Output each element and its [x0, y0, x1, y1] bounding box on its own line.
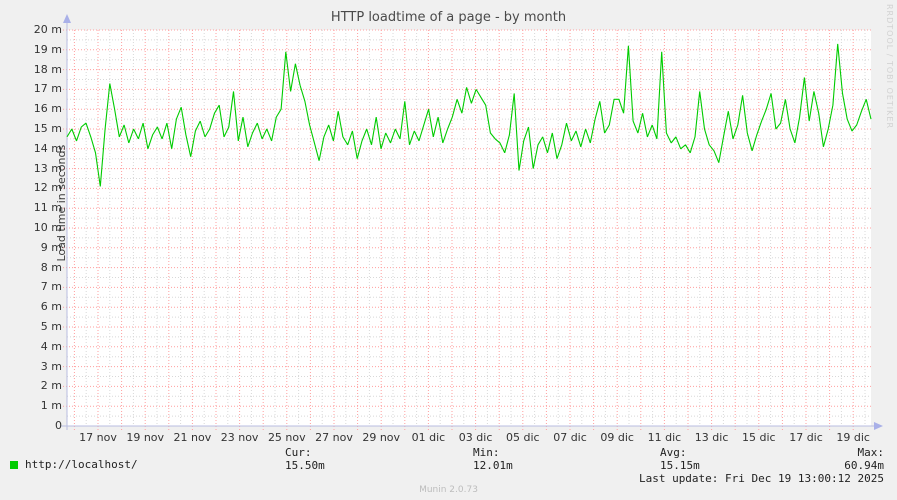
- stat-avg-value: 15.15m: [660, 459, 700, 472]
- x-tick-label: 21 nov: [173, 431, 212, 444]
- y-tick-label: 9 m: [40, 240, 62, 254]
- x-tick-label: 05 dic: [506, 431, 540, 444]
- stat-cur-name: Cur:: [285, 446, 312, 459]
- x-tick-label: 13 dic: [694, 431, 729, 444]
- y-tick-label: 19 m: [33, 42, 62, 56]
- x-tick-label: 01 dic: [411, 431, 446, 444]
- graph-title: HTTP loadtime of a page - by month: [330, 10, 567, 25]
- y-tick-label: 12 m: [33, 181, 62, 195]
- stat-min-name: Min:: [473, 446, 500, 459]
- x-tick-label: 07 dic: [553, 431, 587, 444]
- y-tick-label: 7 m: [40, 280, 62, 294]
- stat-min-value: 12.01m: [473, 459, 513, 472]
- x-tick-label: 25 nov: [267, 431, 306, 444]
- x-tick-label: 11 dic: [647, 431, 682, 444]
- legend-row: http://localhost/ Cur: 15.50m Min: 12.01m …: [0, 446, 897, 478]
- x-tick-label: 17 dic: [789, 431, 823, 444]
- y-tick-label: 4 m: [40, 339, 62, 353]
- y-tick-label: 11 m: [33, 201, 62, 215]
- x-tick-label: 03 dic: [458, 431, 493, 444]
- x-tick-label: 17 nov: [79, 431, 117, 444]
- y-tick-label: 5 m: [40, 320, 62, 333]
- x-tick-label: 23 nov: [220, 431, 259, 444]
- series-color-swatch: [10, 461, 18, 469]
- y-tick-label: 2 m: [40, 379, 62, 393]
- x-tick-label: 19 nov: [126, 431, 165, 444]
- rrdtool-watermark: RRDTOOL / TOBI OETIKER: [885, 4, 894, 130]
- y-tick-label: 16 m: [33, 102, 62, 116]
- x-tick-label: 19 dic: [836, 431, 870, 444]
- stat-cur-value: 15.50m: [285, 459, 325, 472]
- y-tick-label: 13 m: [33, 161, 62, 175]
- y-tick-label: 1 m: [40, 399, 62, 413]
- y-tick-label: 3 m: [40, 359, 62, 373]
- series-label: http://localhost/: [25, 458, 138, 471]
- y-tick-label: 8 m: [40, 260, 62, 274]
- stat-min: Min: 12.01m: [473, 446, 513, 472]
- y-tick-label: 14 m: [33, 141, 62, 155]
- x-tick-label: 29 nov: [362, 431, 401, 444]
- stat-max-name: Max:: [857, 446, 885, 459]
- y-tick-label: 10 m: [33, 221, 62, 234]
- y-tick-label: 18 m: [33, 62, 62, 76]
- munin-version: Munin 2.0.73: [419, 485, 478, 495]
- x-tick-label: 09 dic: [600, 431, 634, 444]
- stat-max: Max: 60.94m: [844, 446, 884, 472]
- stat-cur: Cur: 15.50m: [285, 446, 325, 472]
- stat-max-value: 60.94m: [844, 459, 884, 472]
- last-update: Last update: Fri Dec 19 13:00:12 2025: [638, 472, 884, 485]
- x-tick-label: 27 nov: [315, 431, 353, 444]
- y-tick-label: 20 m: [33, 23, 62, 36]
- x-tick-label: 15 dic: [742, 431, 776, 444]
- stat-avg-name: Avg:: [660, 446, 687, 459]
- stat-avg: Avg: 15.15m: [660, 446, 700, 472]
- y-tick-label: 15 m: [33, 122, 62, 135]
- y-tick-label: 6 m: [40, 300, 62, 314]
- y-tick-label: 17 m: [33, 82, 62, 96]
- y-tick-label: 0: [55, 419, 62, 432]
